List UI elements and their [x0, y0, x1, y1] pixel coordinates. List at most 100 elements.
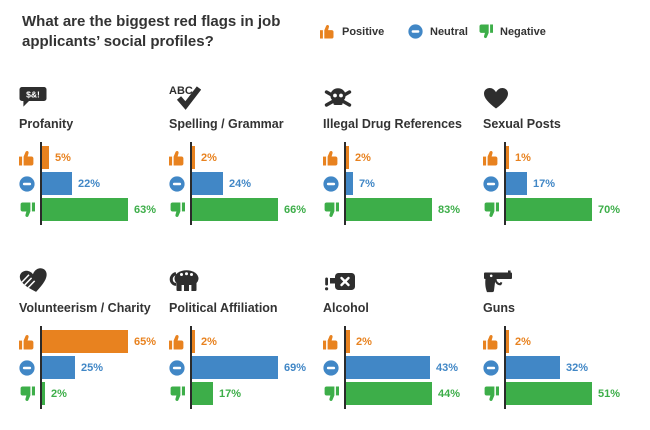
minus-circle-icon: [19, 359, 35, 376]
legend-item-positive: Positive: [320, 24, 384, 39]
heart-icon: [483, 76, 635, 110]
positive-bar: [506, 146, 509, 169]
mini-bar-chart: 2% 7% 83%: [323, 142, 475, 225]
bar-row-negative: 17%: [169, 382, 321, 405]
thumbs-down-icon: [483, 202, 499, 218]
profanity-speech-bubble-icon: $&!: [19, 76, 171, 110]
negative-value: 70%: [598, 203, 621, 216]
negative-bar: [192, 382, 213, 405]
elephant-icon: [169, 260, 321, 294]
axis-line: [504, 142, 506, 225]
bar-row-neutral: 17%: [483, 172, 635, 195]
bar-row-negative: 83%: [323, 198, 475, 221]
bar-row-neutral: 32%: [483, 356, 635, 379]
chart-cell-spelling-grammar: ABC Spelling / Grammar 2% 24% 66%: [169, 76, 321, 225]
neutral-bar: [346, 356, 430, 379]
axis-line: [40, 326, 42, 409]
positive-bar: [506, 330, 509, 353]
page-title: What are the biggest red flags in job ap…: [22, 13, 281, 51]
thumbs-down-icon: [323, 386, 339, 402]
neutral-value: 7%: [359, 177, 375, 190]
neutral-value: 22%: [78, 177, 101, 190]
mini-bar-chart: 2% 43% 44%: [323, 326, 475, 409]
chart-cell-sexual-posts: Sexual Posts 1% 17% 70%: [483, 76, 635, 225]
neutral-value: 25%: [81, 361, 104, 374]
legend-label-negative: Negative: [500, 25, 546, 38]
skull-crossbones-icon: [323, 76, 475, 110]
negative-bar: [506, 382, 592, 405]
axis-line: [344, 326, 346, 409]
thumbs-down-icon: [19, 202, 35, 218]
positive-value: 2%: [355, 151, 371, 164]
chart-cell-illegal-drug-references: Illegal Drug References 2% 7% 83%: [323, 76, 475, 225]
thumbs-up-icon: [169, 150, 185, 166]
bar-row-positive: 65%: [19, 330, 171, 353]
bar-row-neutral: 7%: [323, 172, 475, 195]
neutral-bar: [192, 356, 278, 379]
neutral-bar: [506, 356, 560, 379]
positive-value: 5%: [55, 151, 71, 164]
bar-row-positive: 2%: [169, 330, 321, 353]
neutral-bar: [192, 172, 223, 195]
chart-cell-profanity: $&! Profanity 5% 22% 63%: [19, 76, 171, 225]
alcohol-flask-icon: [323, 260, 475, 294]
minus-circle-icon: [483, 175, 499, 192]
positive-value: 2%: [201, 151, 217, 164]
category-label: Sexual Posts: [483, 117, 561, 131]
bar-row-positive: 2%: [169, 146, 321, 169]
axis-line: [40, 142, 42, 225]
bar-row-negative: 70%: [483, 198, 635, 221]
thumbs-down-icon: [19, 386, 35, 402]
positive-bar: [346, 146, 349, 169]
negative-value: 2%: [51, 387, 67, 400]
thumbs-down-icon: [169, 386, 185, 402]
neutral-bar: [346, 172, 353, 195]
bar-row-neutral: 69%: [169, 356, 321, 379]
minus-circle-icon: [169, 175, 185, 192]
thumbs-up-icon: [320, 24, 335, 39]
thumbs-up-icon: [483, 334, 499, 350]
minus-circle-icon: [19, 175, 35, 192]
chart-cell-alcohol: Alcohol 2% 43% 44%: [323, 260, 475, 409]
spelling-grammar-abc-check-icon: ABC: [169, 76, 321, 110]
negative-bar: [42, 198, 128, 221]
negative-value: 83%: [438, 203, 461, 216]
negative-value: 51%: [598, 387, 621, 400]
bar-row-neutral: 24%: [169, 172, 321, 195]
bar-row-neutral: 25%: [19, 356, 171, 379]
legend-label-positive: Positive: [342, 25, 385, 38]
minus-circle-icon: [483, 359, 499, 376]
category-label: Political Affiliation: [169, 301, 278, 315]
mini-bar-chart: 1% 17% 70%: [483, 142, 635, 225]
negative-bar: [506, 198, 592, 221]
thumbs-down-icon: [478, 24, 493, 39]
chart-cell-guns: Guns 2% 32% 51%: [483, 260, 635, 409]
thumbs-down-icon: [169, 202, 185, 218]
bar-row-neutral: 43%: [323, 356, 475, 379]
thumbs-up-icon: [483, 150, 499, 166]
category-label: Illegal Drug References: [323, 117, 462, 131]
category-label: Guns: [483, 301, 515, 315]
positive-bar: [346, 330, 350, 353]
gun-icon: [483, 260, 635, 294]
axis-line: [344, 142, 346, 225]
negative-bar: [346, 198, 432, 221]
axis-line: [190, 142, 192, 225]
minus-circle-icon: [169, 359, 185, 376]
mini-bar-chart: 2% 32% 51%: [483, 326, 635, 409]
axis-line: [190, 326, 192, 409]
thumbs-down-icon: [323, 202, 339, 218]
chart-cell-volunteerism-charity: Volunteerism / Charity 65% 25% 2%: [19, 260, 171, 409]
bar-row-negative: 63%: [19, 198, 171, 221]
legend-item-neutral: Neutral: [408, 24, 468, 39]
neutral-bar: [42, 356, 75, 379]
thumbs-down-icon: [483, 386, 499, 402]
thumbs-up-icon: [323, 334, 339, 350]
neutral-value: 32%: [566, 361, 589, 374]
positive-value: 2%: [201, 335, 217, 348]
svg-text:ABC: ABC: [169, 85, 193, 97]
bar-row-neutral: 22%: [19, 172, 171, 195]
negative-value: 63%: [134, 203, 157, 216]
negative-value: 44%: [438, 387, 461, 400]
